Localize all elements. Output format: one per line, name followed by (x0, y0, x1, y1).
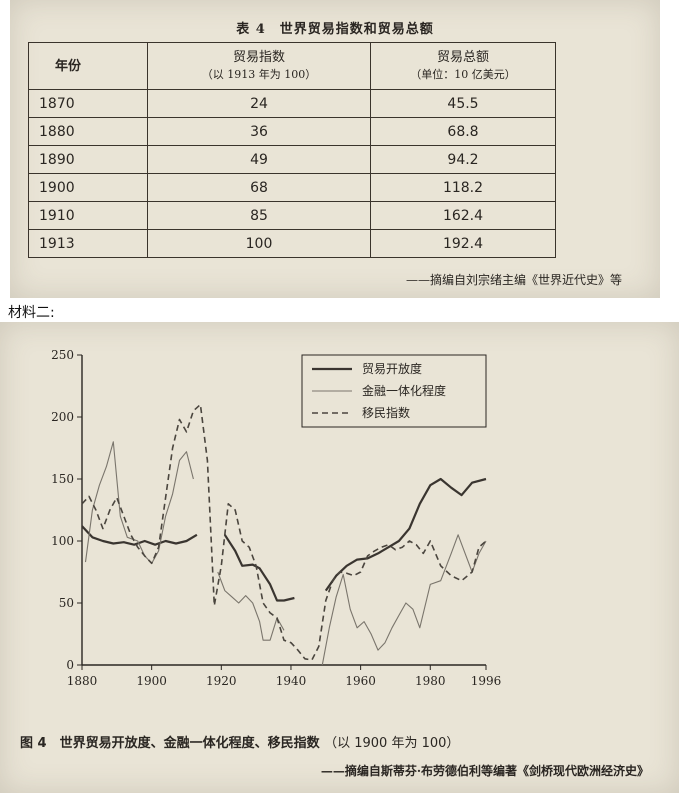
series-line-finance (217, 571, 285, 641)
cell-total: 94.2 (370, 145, 556, 174)
y-tick-label: 0 (66, 658, 74, 672)
table-header-row: 年份 贸易指数 （以 1913 年为 100） 贸易总额 （单位：10 亿美元） (28, 42, 556, 90)
cell-total: 45.5 (370, 89, 556, 118)
line-chart: 0 50 100 150 200 250 1880 1900 1920 1940 1960 1980 1… (51, 348, 501, 688)
table-row: 1890 49 94.2 (28, 145, 556, 174)
figure-caption-note: （以 1900 年为 100） (324, 736, 460, 751)
cell-total: 192.4 (370, 229, 556, 258)
header-total: 贸易总额 （单位：10 亿美元） (370, 42, 556, 90)
cell-year: 1870 (28, 89, 148, 118)
table-row: 1880 36 68.8 (28, 117, 556, 146)
y-tick-label: 250 (51, 348, 74, 362)
cell-index: 49 (147, 145, 371, 174)
legend-label-finance: 金融一体化程度 (362, 383, 446, 398)
x-tick-label: 1920 (206, 674, 237, 688)
figure-source: ——摘编自斯蒂芬·布劳德伯利等编著《剑桥现代欧洲经济史》 (320, 764, 649, 778)
trade-table: 年份 贸易指数 （以 1913 年为 100） 贸易总额 （单位：10 亿美元）… (28, 42, 556, 258)
y-tick-label: 50 (59, 596, 74, 610)
x-tick-label: 1980 (415, 674, 446, 688)
table-scan: 表 4 世界贸易指数和贸易总额 年份 贸易指数 （以 1913 年为 100） … (10, 0, 660, 298)
series-line-finance (321, 534, 487, 666)
x-tick-label: 1880 (67, 674, 98, 688)
cell-total: 68.8 (370, 117, 556, 146)
cell-year: 1910 (28, 201, 148, 230)
x-tick-label: 1996 (471, 674, 502, 688)
cell-index: 24 (147, 89, 371, 118)
cell-index: 68 (147, 173, 371, 202)
table-row: 1913 100 192.4 (28, 229, 556, 258)
figure-scan: 0 50 100 150 200 250 1880 1900 1920 1940 1960 1980 1… (0, 322, 679, 793)
legend-label-trade: 贸易开放度 (362, 361, 422, 376)
x-tick-label: 1900 (136, 674, 167, 688)
cell-year: 1880 (28, 117, 148, 146)
legend-box (301, 354, 487, 428)
header-year: 年份 (28, 42, 148, 90)
legend-label-migration: 移民指数 (362, 405, 410, 420)
cell-index: 85 (147, 201, 371, 230)
header-index-label: 贸易指数 (232, 50, 285, 65)
x-tick-label: 1940 (276, 674, 307, 688)
series-line-trade (223, 534, 295, 602)
cell-year: 1913 (28, 229, 148, 258)
table-caption: 表 4 世界贸易指数和贸易总额 (236, 22, 434, 37)
series-line-trade (81, 525, 198, 546)
series-line-trade (324, 477, 487, 592)
axes: 0 50 100 150 200 250 1880 1900 1920 1940 1960 1980 1… (51, 348, 501, 688)
series-line-finance (84, 441, 194, 564)
header-total-note: （单位：10 亿美元） (410, 68, 516, 81)
header-index-note: （以 1913 年为 100） (201, 68, 317, 81)
cell-year: 1890 (28, 145, 148, 174)
x-tick-label: 1960 (345, 674, 376, 688)
table-row: 1870 24 45.5 (28, 89, 556, 118)
cell-year: 1900 (28, 173, 148, 202)
series-group (81, 403, 487, 666)
y-tick-label: 100 (51, 534, 74, 548)
table-row: 1900 68 118.2 (28, 173, 556, 202)
header-index: 贸易指数 （以 1913 年为 100） (147, 42, 371, 90)
y-tick-label: 200 (51, 410, 74, 424)
cell-index: 100 (147, 229, 371, 258)
series-line-migration (81, 403, 487, 661)
header-total-label: 贸易总额 (436, 50, 489, 65)
figure-caption-title: 图 4 世界贸易开放度、金融一体化程度、移民指数 (20, 736, 320, 751)
figure-caption: 图 4 世界贸易开放度、金融一体化程度、移民指数 （以 1900 年为 100） (20, 732, 459, 751)
cell-total: 118.2 (370, 173, 556, 202)
table-source: ——摘编自刘宗绪主编《世界近代史》等 (405, 273, 622, 287)
y-tick-label: 150 (51, 472, 74, 486)
table-row: 1910 85 162.4 (28, 201, 556, 230)
cell-index: 36 (147, 117, 371, 146)
material-label: 材料二: (8, 305, 55, 321)
cell-total: 162.4 (370, 201, 556, 230)
